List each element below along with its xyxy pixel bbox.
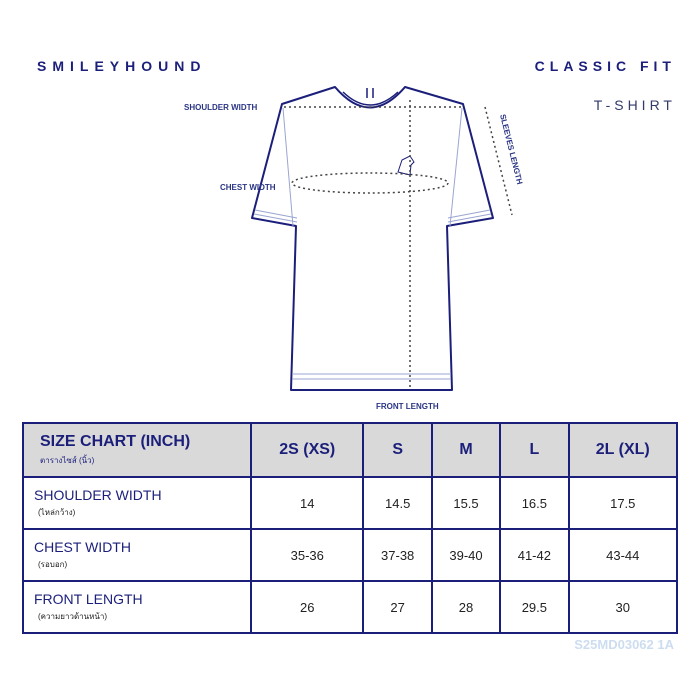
- shirt-diagram: SHOULDER WIDTH CHEST WIDTH SLEEVES LENGT…: [184, 86, 524, 411]
- table-row: SHOULDER WIDTH (ไหล่กว้าง) 14 14.5 15.5 16.5 1…: [22, 476, 679, 530]
- column-header: 2S (XS): [249, 422, 365, 478]
- brand: SMILEYHOUND: [37, 58, 207, 74]
- column-header: 2L (XL): [567, 422, 679, 478]
- size-value: 43-44: [567, 528, 679, 582]
- table-title: SIZE CHART (INCH): [40, 433, 191, 450]
- size-value: 15.5: [430, 476, 502, 530]
- row-sublabel: (รอบอก): [38, 560, 68, 569]
- size-value: 41-42: [499, 528, 570, 582]
- size-value: 17.5: [567, 476, 679, 530]
- size-value: 37-38: [362, 528, 433, 582]
- column-header: L: [499, 422, 570, 478]
- size-value: 14: [249, 476, 365, 530]
- column-header: S: [362, 422, 433, 478]
- chest-label: CHEST WIDTH: [220, 183, 276, 192]
- product: T-SHIRT: [593, 97, 676, 113]
- shoulder-label: SHOULDER WIDTH: [184, 103, 258, 112]
- row-label: SHOULDER WIDTH: [34, 487, 162, 503]
- column-header: M: [430, 422, 502, 478]
- size-value: 39-40: [430, 528, 502, 582]
- size-value: 29.5: [499, 580, 570, 634]
- size-value: 27: [362, 580, 433, 634]
- table-row: FRONT LENGTH (ความยาวด้านหน้า) 26 27 28 29.5 3…: [22, 580, 679, 634]
- size-value: 35-36: [249, 528, 365, 582]
- size-value: 28: [430, 580, 502, 634]
- header-row: SIZE CHART (INCH) ตารางไซส์ (นิ้ว) 2S (X…: [22, 422, 679, 478]
- sleeves-label: SLEEVES LENGTH: [498, 113, 524, 185]
- row-label-cell: SHOULDER WIDTH (ไหล่กว้าง): [22, 476, 252, 530]
- size-value: 16.5: [499, 476, 570, 530]
- table-row: CHEST WIDTH (รอบอก) 35-36 37-38 39-40 41-42 43…: [22, 528, 679, 582]
- row-sublabel: (ความยาวด้านหน้า): [38, 612, 107, 621]
- fit: CLASSIC FIT: [534, 58, 676, 74]
- table-title-cell: SIZE CHART (INCH) ตารางไซส์ (นิ้ว): [22, 422, 252, 478]
- row-sublabel: (ไหล่กว้าง): [38, 508, 76, 517]
- row-label: FRONT LENGTH: [34, 591, 143, 607]
- table-body: SHOULDER WIDTH (ไหล่กว้าง) 14 14.5 15.5 16.5 1…: [22, 476, 679, 634]
- row-label-cell: CHEST WIDTH (รอบอก): [22, 528, 252, 582]
- size-value: 14.5: [362, 476, 433, 530]
- size-value: 26: [249, 580, 365, 634]
- size-value: 30: [567, 580, 679, 634]
- row-label: CHEST WIDTH: [34, 539, 131, 555]
- size-table: SIZE CHART (INCH) ตารางไซส์ (นิ้ว) 2S (X…: [22, 422, 679, 634]
- product-code: S25MD03062 1A: [574, 637, 674, 652]
- table-subtitle: ตารางไซส์ (นิ้ว): [40, 456, 95, 465]
- front-label: FRONT LENGTH: [376, 402, 439, 411]
- row-label-cell: FRONT LENGTH (ความยาวด้านหน้า): [22, 580, 252, 634]
